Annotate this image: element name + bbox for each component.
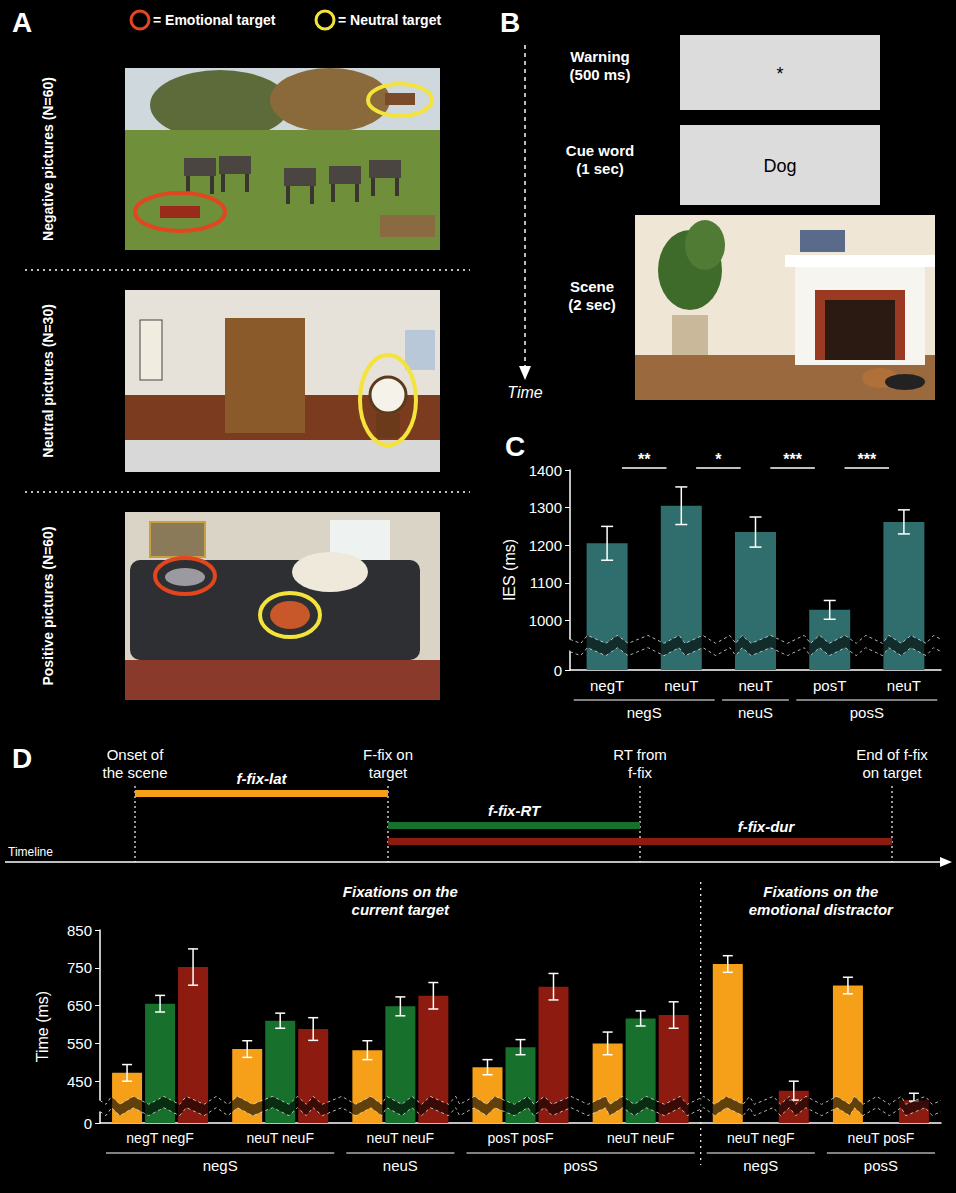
svg-text:on target: on target bbox=[862, 764, 922, 781]
svg-text:Onset of: Onset of bbox=[107, 746, 165, 763]
svg-text:neuT: neuT bbox=[664, 677, 698, 694]
svg-text:neuT: neuT bbox=[738, 677, 772, 694]
svg-text:(500 ms): (500 ms) bbox=[570, 66, 631, 83]
svg-text:negT: negT bbox=[590, 677, 624, 694]
svg-text:A: A bbox=[12, 7, 32, 38]
svg-text:F-fix on: F-fix on bbox=[363, 746, 413, 763]
svg-text:negS: negS bbox=[203, 1157, 238, 1174]
svg-text:current target: current target bbox=[352, 901, 451, 918]
svg-text:Fixations on the: Fixations on the bbox=[763, 883, 878, 900]
svg-text:C: C bbox=[505, 431, 525, 462]
svg-text:emotional distractor: emotional distractor bbox=[749, 901, 894, 918]
svg-text:posS: posS bbox=[563, 1157, 597, 1174]
svg-text:1200: 1200 bbox=[529, 537, 562, 554]
svg-text:1300: 1300 bbox=[529, 499, 562, 516]
svg-text:f-fix-RT: f-fix-RT bbox=[488, 802, 542, 819]
svg-text:(1 sec): (1 sec) bbox=[576, 160, 624, 177]
svg-text:650: 650 bbox=[67, 997, 92, 1014]
svg-text:Time (ms): Time (ms) bbox=[34, 991, 51, 1062]
svg-text:negT negF: negT negF bbox=[126, 1130, 193, 1146]
svg-text:IES (ms): IES (ms) bbox=[501, 539, 518, 601]
svg-text:posT: posT bbox=[813, 677, 846, 694]
svg-text:450: 450 bbox=[67, 1073, 92, 1090]
svg-text:Dog: Dog bbox=[763, 156, 796, 176]
svg-text:f-fix-lat: f-fix-lat bbox=[237, 770, 288, 787]
svg-text:posS: posS bbox=[850, 704, 884, 721]
svg-text:neuT: neuT bbox=[887, 677, 921, 694]
svg-text:f-fix: f-fix bbox=[628, 764, 653, 781]
svg-text:neuT neuF: neuT neuF bbox=[607, 1130, 674, 1146]
svg-text:the scene: the scene bbox=[102, 764, 167, 781]
svg-text:***: *** bbox=[783, 451, 802, 468]
svg-text:negS: negS bbox=[627, 704, 662, 721]
svg-text:*: * bbox=[715, 451, 722, 468]
svg-text:End of f-fix: End of f-fix bbox=[856, 746, 928, 763]
svg-text:posS: posS bbox=[864, 1157, 898, 1174]
svg-text:(2 sec): (2 sec) bbox=[568, 296, 616, 313]
svg-text:neuS: neuS bbox=[383, 1157, 418, 1174]
svg-text:Warning: Warning bbox=[570, 48, 629, 65]
svg-text:RT from: RT from bbox=[613, 746, 667, 763]
svg-text:target: target bbox=[369, 764, 408, 781]
svg-text:0: 0 bbox=[554, 662, 562, 679]
svg-text:1400: 1400 bbox=[529, 462, 562, 479]
svg-text:posT posF: posT posF bbox=[488, 1130, 554, 1146]
svg-text:850: 850 bbox=[67, 922, 92, 939]
svg-text:1100: 1100 bbox=[530, 574, 562, 591]
svg-text:1000: 1000 bbox=[529, 612, 562, 629]
svg-text:= Neutral target: = Neutral target bbox=[338, 12, 441, 28]
svg-text:Neutral pictures (N=30): Neutral pictures (N=30) bbox=[40, 304, 56, 458]
svg-text:Time: Time bbox=[507, 384, 543, 401]
svg-text:neuT neuF: neuT neuF bbox=[246, 1130, 313, 1146]
svg-text:750: 750 bbox=[67, 959, 92, 976]
svg-text:neuT negF: neuT negF bbox=[727, 1130, 794, 1146]
svg-text:**: ** bbox=[638, 451, 651, 468]
svg-text:negS: negS bbox=[743, 1157, 778, 1174]
svg-text:Positive pictures (N=60): Positive pictures (N=60) bbox=[40, 526, 56, 685]
svg-text:B: B bbox=[500, 7, 520, 38]
svg-text:Timeline: Timeline bbox=[8, 845, 53, 859]
svg-text:*: * bbox=[776, 64, 783, 84]
svg-text:neuT neuF: neuT neuF bbox=[367, 1130, 434, 1146]
svg-text:neuT posF: neuT posF bbox=[848, 1130, 915, 1146]
svg-text:0: 0 bbox=[84, 1115, 92, 1132]
svg-text:f-fix-dur: f-fix-dur bbox=[738, 818, 796, 835]
svg-text:550: 550 bbox=[67, 1035, 92, 1052]
svg-text:Cue word: Cue word bbox=[566, 142, 634, 159]
svg-text:neuS: neuS bbox=[738, 704, 773, 721]
svg-text:Fixations on the: Fixations on the bbox=[343, 883, 458, 900]
svg-text:= Emotional target: = Emotional target bbox=[153, 12, 276, 28]
svg-text:D: D bbox=[12, 743, 32, 774]
svg-text:***: *** bbox=[857, 451, 876, 468]
svg-text:Negative pictures (N=60): Negative pictures (N=60) bbox=[40, 77, 56, 241]
svg-text:Scene: Scene bbox=[570, 278, 614, 295]
